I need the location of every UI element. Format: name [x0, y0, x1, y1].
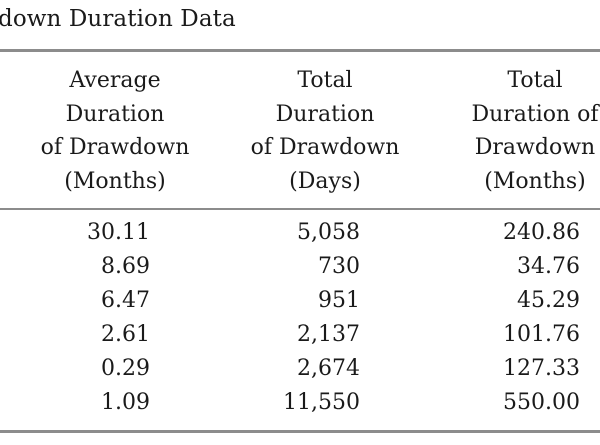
header-line: (Months): [484, 168, 586, 194]
header-line: (Months): [64, 168, 166, 194]
table-cell: 6.47: [101, 288, 150, 313]
header-line: Duration: [65, 101, 165, 127]
table-cell: 951: [318, 288, 360, 313]
header-line: Duration: [275, 101, 375, 127]
header-line: of Drawdown: [250, 135, 400, 160]
table-cell: 127.33: [503, 356, 580, 381]
table-cell: 240.86: [503, 220, 580, 245]
header-line: Drawdown: [474, 135, 596, 160]
header-total-duration-months: Total Duration of Drawdown (Months): [470, 64, 600, 198]
table-cell: 8.69: [101, 254, 150, 279]
table-cell: 2,137: [297, 322, 360, 347]
header-line: Duration of: [471, 101, 599, 127]
table-cell: 1.09: [101, 390, 150, 415]
table-title: down Duration Data: [0, 6, 236, 32]
top-rule: [0, 49, 600, 52]
table-cell: 0.29: [101, 356, 150, 381]
header-average-duration-months: Average Duration of Drawdown (Months): [40, 64, 190, 198]
header-line: Total: [507, 68, 563, 93]
table-cell: 5,058: [297, 220, 360, 245]
header-line: of Drawdown: [40, 135, 190, 160]
header-rule: [0, 208, 600, 210]
table-cell: 101.76: [503, 322, 580, 347]
table-cell: 2,674: [297, 356, 360, 381]
table-cell: 30.11: [87, 220, 150, 245]
header-line: Total: [297, 68, 353, 93]
table-cell: 550.00: [503, 390, 580, 415]
table-cell: 45.29: [517, 288, 580, 313]
table-cell: 11,550: [283, 390, 360, 415]
table-cell: 730: [318, 254, 360, 279]
table-cell: 34.76: [517, 254, 580, 279]
header-total-duration-days: Total Duration of Drawdown (Days): [250, 64, 400, 198]
bottom-rule: [0, 430, 600, 433]
header-line: Average: [69, 68, 161, 93]
header-line: (Days): [289, 168, 361, 194]
table-cell: 2.61: [101, 322, 150, 347]
